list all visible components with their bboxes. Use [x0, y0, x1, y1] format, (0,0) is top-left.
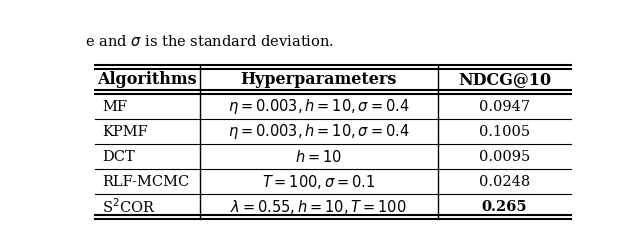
Text: 0.265: 0.265: [481, 200, 527, 214]
Text: Algorithms: Algorithms: [97, 71, 197, 88]
Text: $\eta = 0.003, h = 10, \sigma = 0.4$: $\eta = 0.003, h = 10, \sigma = 0.4$: [228, 122, 410, 141]
Text: 0.1005: 0.1005: [479, 125, 530, 139]
Text: MF: MF: [102, 100, 127, 114]
Text: KPMF: KPMF: [102, 125, 148, 139]
Text: e and $\sigma$ is the standard deviation.: e and $\sigma$ is the standard deviation…: [85, 34, 334, 49]
Text: RLF-MCMC: RLF-MCMC: [102, 175, 189, 189]
Text: 0.0248: 0.0248: [479, 175, 530, 189]
Text: $h = 10$: $h = 10$: [295, 149, 342, 165]
Text: DCT: DCT: [102, 150, 135, 164]
Text: $\eta = 0.003, h = 10, \sigma = 0.4$: $\eta = 0.003, h = 10, \sigma = 0.4$: [228, 97, 410, 116]
Text: Hyperparameters: Hyperparameters: [241, 71, 397, 88]
Text: 0.0095: 0.0095: [479, 150, 530, 164]
Text: S$^2$COR: S$^2$COR: [102, 197, 156, 216]
Text: $\lambda = 0.55, h = 10, T = 100$: $\lambda = 0.55, h = 10, T = 100$: [230, 198, 407, 216]
Text: NDCG@10: NDCG@10: [458, 71, 551, 88]
Text: 0.0947: 0.0947: [479, 100, 530, 114]
Text: $T = 100, \sigma = 0.1$: $T = 100, \sigma = 0.1$: [262, 173, 375, 191]
